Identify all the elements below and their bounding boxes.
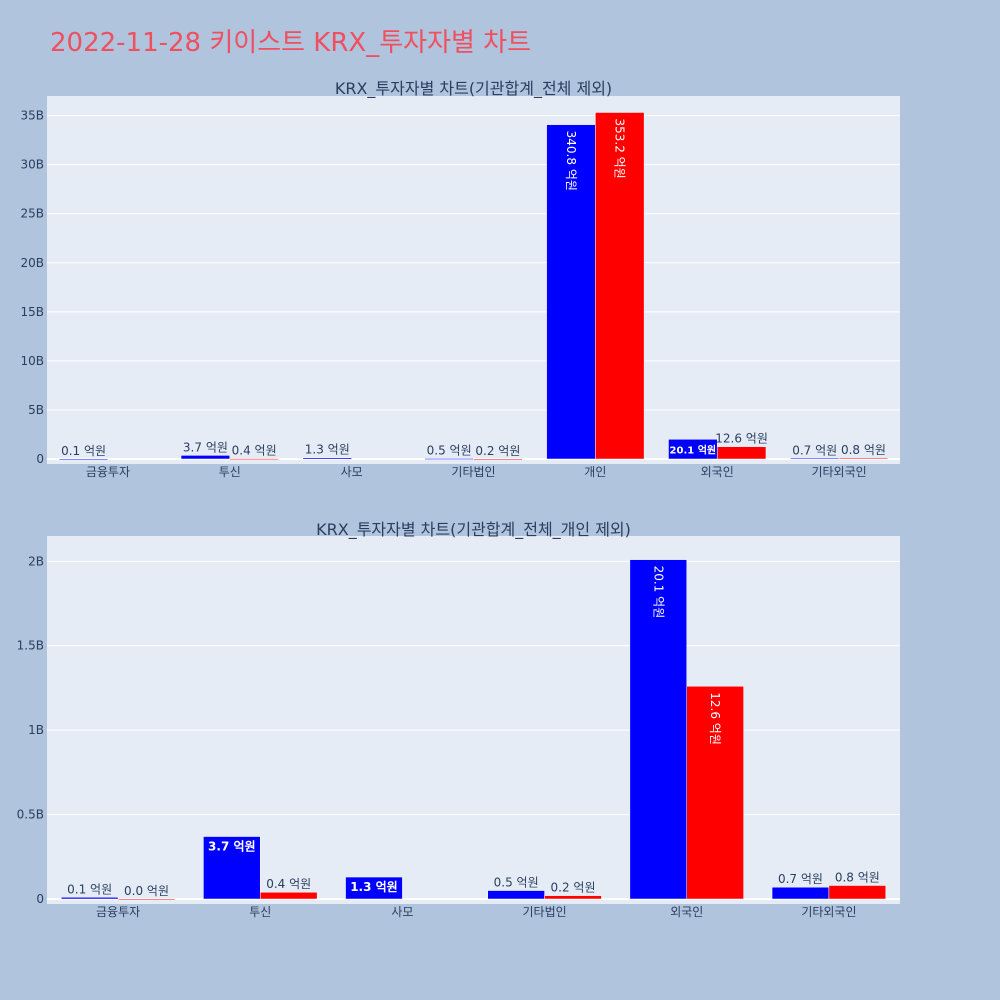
y-tick-label: 15B	[20, 305, 44, 319]
x-tick-label: 사모	[341, 465, 363, 479]
bar	[629, 559, 688, 900]
bar	[838, 457, 889, 460]
data-label: 0.8 억원	[841, 443, 886, 457]
y-tick-label: 0	[36, 892, 44, 906]
bar	[546, 124, 596, 460]
x-tick-label: 기타외국인	[801, 905, 856, 919]
y-tick-label: 25B	[20, 207, 44, 221]
x-tick-label: 투신	[219, 465, 241, 479]
bar	[117, 898, 176, 901]
data-label: 0.7 억원	[778, 872, 823, 886]
bar	[771, 886, 830, 900]
data-label: 3.7 억원	[208, 840, 256, 854]
y-tick-label: 1.5B	[17, 639, 44, 653]
y-tick-label: 30B	[20, 158, 44, 172]
x-tick-label: 기타법인	[522, 905, 566, 919]
bar	[790, 458, 840, 460]
data-label: 0.5 억원	[494, 876, 539, 890]
x-tick-label: 외국인	[670, 905, 703, 919]
bar	[686, 686, 744, 900]
x-tick-label: 개인	[584, 465, 606, 479]
x-tick-label: 금융투자	[86, 465, 130, 479]
chart-1: KRX_투자자별 차트(기관합계_전체 제외) 0 5B 10B 15B 20B 25B 30…	[20, 79, 900, 479]
x-tick-label: 기타법인	[451, 465, 495, 479]
bar	[302, 457, 352, 460]
chart-title: KRX_투자자별 차트(기관합계_전체_개인 제외)	[316, 520, 631, 540]
data-label: 0.4 억원	[266, 877, 311, 891]
data-label: 3.7 억원	[183, 440, 228, 454]
bar	[60, 897, 119, 900]
bar	[716, 446, 767, 460]
data-label: 12.6 억원	[708, 692, 722, 745]
data-label: 0.2 억원	[475, 444, 520, 458]
plot-area	[47, 536, 900, 904]
bar	[180, 455, 231, 460]
bar	[260, 891, 318, 900]
chart-2: KRX_투자자별 차트(기관합계_전체_개인 제외) 0 0.5B 1B 1.5B 2B 금…	[17, 520, 900, 919]
y-tick-label: 0	[36, 452, 44, 466]
y-tick-label: 1B	[28, 723, 44, 737]
data-label: 1.3 억원	[350, 880, 398, 894]
data-label: 0.2 억원	[551, 881, 596, 895]
data-label: 0.1 억원	[67, 882, 112, 896]
chart-title: KRX_투자자별 차트(기관합계_전체 제외)	[335, 79, 612, 99]
x-tick-label: 금융투자	[96, 905, 140, 919]
plot-area	[47, 96, 900, 464]
data-label: 20.1 억원	[670, 443, 717, 456]
bar	[345, 876, 403, 900]
data-label: 340.8 억원	[564, 131, 578, 191]
data-label: 0.5 억원	[427, 444, 472, 458]
x-tick-label: 투신	[249, 905, 271, 919]
bar	[487, 890, 545, 900]
data-label: 0.0 억원	[124, 884, 169, 898]
bar	[203, 836, 261, 900]
data-label: 20.1 억원	[651, 566, 665, 619]
data-label: 12.6 억원	[715, 432, 768, 446]
data-label: 1.3 억원	[305, 443, 350, 457]
bar	[58, 458, 109, 461]
bar	[229, 458, 279, 460]
bar	[595, 112, 645, 460]
x-tick-label: 기타외국인	[811, 465, 866, 479]
data-label: 0.4 억원	[232, 444, 277, 458]
y-tick-label: 0.5B	[17, 808, 44, 822]
data-label: 0.1 억원	[61, 444, 106, 458]
x-tick-label: 외국인	[701, 465, 734, 479]
y-tick-label: 2B	[28, 554, 44, 568]
y-tick-label: 20B	[20, 256, 44, 270]
bar	[828, 885, 887, 900]
data-label: 0.8 억원	[835, 870, 880, 884]
bar	[473, 458, 523, 461]
data-label: 0.7 억원	[792, 443, 837, 457]
x-tick-label: 사모	[391, 905, 413, 919]
page-title: 2022-11-28 키이스트 KRX_투자자별 차트	[50, 28, 532, 58]
data-label: 353.2 억원	[613, 118, 627, 178]
bar	[544, 895, 602, 900]
y-tick-label: 5B	[28, 403, 44, 417]
bar	[424, 458, 474, 460]
y-tick-label: 10B	[20, 354, 44, 368]
y-tick-label: 35B	[20, 109, 44, 123]
